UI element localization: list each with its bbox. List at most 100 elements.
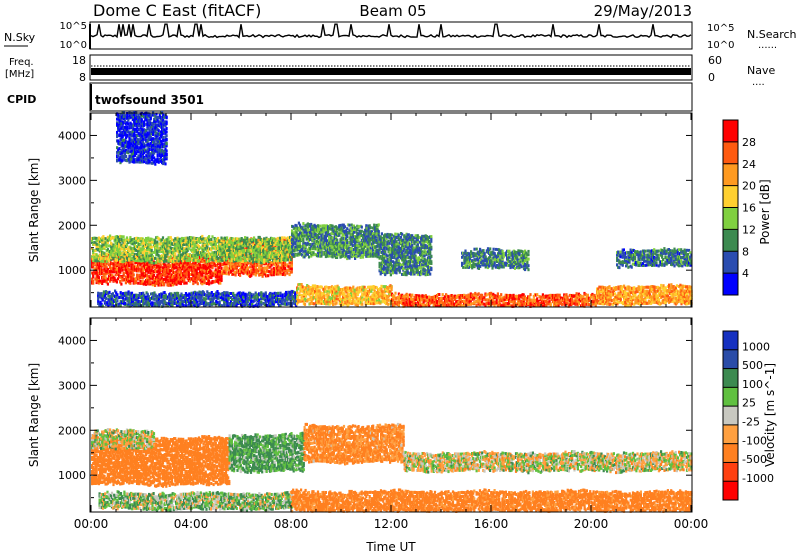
echo-region: [296, 283, 393, 308]
velocity-colorbar-swatch: [723, 424, 738, 445]
station-title: Dome C East (fitACF): [93, 1, 261, 20]
velocity-colorbar-tick: 500: [742, 359, 763, 372]
power-colorbar-swatch: [723, 207, 738, 230]
power-colorbar-tick: 12: [742, 223, 756, 236]
x-axis-label: Time UT: [365, 540, 416, 554]
freq-unit-label: [MHz]: [5, 69, 34, 80]
y-tick-label: 3000: [58, 379, 86, 392]
echo-region: [303, 422, 405, 466]
power-colorbar-swatch: [723, 185, 738, 208]
power-colorbar-swatch: [723, 251, 738, 274]
power-panel: 1000 2000 3000 4000 Slant Range [km] 4 8 12 16…: [27, 111, 772, 308]
n-sky-label: N.Sky: [4, 31, 36, 44]
power-colorbar-swatch: [723, 120, 738, 143]
echo-region: [116, 111, 168, 166]
velocity-x-axis: 00:00 04:00 08:00 12:00 16:00 20:00 00:00: [74, 318, 709, 531]
echo-region: [378, 232, 433, 277]
power-colorbar-label: Power [dB]: [758, 179, 772, 244]
echo-region: [291, 221, 380, 261]
velocity-y-label: Slant Range [km]: [27, 363, 41, 467]
cpid-program: twofsound 3501: [95, 93, 204, 107]
power-colorbar-swatch: [723, 163, 738, 187]
n-search-label: N.Search: [747, 28, 797, 41]
velocity-colorbar-tick: 1000: [742, 340, 770, 353]
cpid-label: CPID: [7, 93, 36, 106]
cpid-panel: CPID twofsound 3501: [7, 82, 693, 112]
velocity-colorbar-swatch: [723, 368, 738, 388]
sky-noise-panel: N.Sky 10^5 10^0 10^5 10^0 N.Search .....…: [4, 21, 797, 51]
freq-label: Freq.: [9, 57, 34, 68]
power-y-label: Slant Range [km]: [27, 158, 41, 262]
echo-region: [91, 428, 156, 451]
power-colorbar-tick: 20: [742, 180, 756, 193]
freq-tick-bottom: 8: [79, 71, 86, 84]
frequency-band: [91, 68, 691, 75]
velocity-panel: 1000 2000 3000 4000 00:00 04:00 08:00 12:00 16:…: [27, 317, 777, 554]
nave-label: Nave: [747, 64, 775, 77]
power-colorbar-tick: 28: [742, 136, 756, 149]
echo-region: [391, 291, 598, 308]
velocity-colorbar-tick: -100: [742, 434, 767, 447]
x-tick-label: 00:00: [74, 517, 109, 531]
sky-noise-series: [90, 23, 692, 39]
x-tick-label: 08:00: [274, 517, 309, 531]
n-sky-tick-top: 10^5: [60, 21, 87, 32]
power-colorbar: 4 8 12 16 20 24 28: [722, 119, 756, 296]
echo-region: [596, 283, 693, 308]
velocity-colorbar-tick: 100: [742, 378, 763, 391]
power-colorbar-tick: 8: [742, 245, 749, 258]
x-tick-label: 20:00: [574, 517, 609, 531]
x-tick-label: 00:00: [674, 517, 709, 531]
y-tick-label: 1000: [58, 469, 86, 482]
beam-title: Beam 05: [359, 2, 426, 20]
velocity-colorbar-swatch: [723, 349, 738, 370]
velocity-y-axis: 1000 2000 3000 4000: [58, 334, 692, 499]
echo-region: [403, 450, 693, 475]
x-tick-label: 04:00: [174, 517, 209, 531]
power-x-ticks: [90, 113, 692, 307]
frequency-panel: Freq. [MHz] 18 8 60 0 Nave ....: [5, 54, 775, 88]
frequency-frame: [89, 54, 693, 81]
power-colorbar-tick: 4: [742, 267, 749, 280]
velocity-colorbar-swatch: [723, 443, 738, 463]
date-title: 29/May/2013: [594, 2, 692, 20]
velocity-colorbar-swatch: [723, 462, 738, 482]
power-echo-layer: [91, 111, 693, 308]
freq-tick-top: 18: [72, 54, 86, 67]
velocity-colorbar-swatch: [723, 406, 738, 426]
echo-region: [291, 488, 693, 513]
n-search-tick-bottom: 10^0: [707, 40, 734, 51]
velocity-colorbar-tick: -1000: [742, 472, 774, 485]
y-tick-label: 4000: [58, 129, 86, 142]
y-tick-label: 3000: [58, 174, 86, 187]
velocity-colorbar: 1000 500 100 25 -25 -100 -500 -1000: [722, 330, 774, 501]
power-colorbar-tick: 16: [742, 202, 756, 215]
n-sky-tick-bottom: 10^0: [60, 40, 87, 51]
y-tick-label: 2000: [58, 424, 86, 437]
velocity-colorbar-tick: -25: [742, 416, 760, 429]
velocity-echo-layer: [91, 422, 693, 513]
echo-region: [228, 431, 305, 474]
y-tick-label: 1000: [58, 264, 86, 277]
power-colorbar-swatch: [723, 273, 738, 296]
y-tick-label: 2000: [58, 219, 86, 232]
power-colorbar-swatch: [723, 141, 738, 165]
power-colorbar-tick: 24: [742, 158, 756, 171]
echo-region: [91, 234, 293, 265]
n-search-legend: ......: [758, 40, 777, 51]
nave-tick-top: 60: [708, 54, 722, 67]
velocity-colorbar-swatch: [723, 331, 738, 351]
echo-region: [97, 289, 298, 308]
n-search-tick-top: 10^5: [707, 23, 734, 34]
echo-region: [98, 490, 294, 512]
velocity-colorbar-tick: -500: [742, 453, 767, 466]
echo-region: [616, 247, 693, 270]
power-colorbar-swatch: [723, 229, 738, 252]
velocity-colorbar-swatch: [723, 387, 738, 407]
x-tick-label: 16:00: [474, 517, 509, 531]
nave-tick-bottom: 0: [708, 71, 715, 84]
velocity-colorbar-swatch: [723, 481, 738, 501]
velocity-colorbar-label: Velocity [m s^-1]: [763, 363, 777, 467]
velocity-colorbar-tick: 25: [742, 397, 756, 410]
